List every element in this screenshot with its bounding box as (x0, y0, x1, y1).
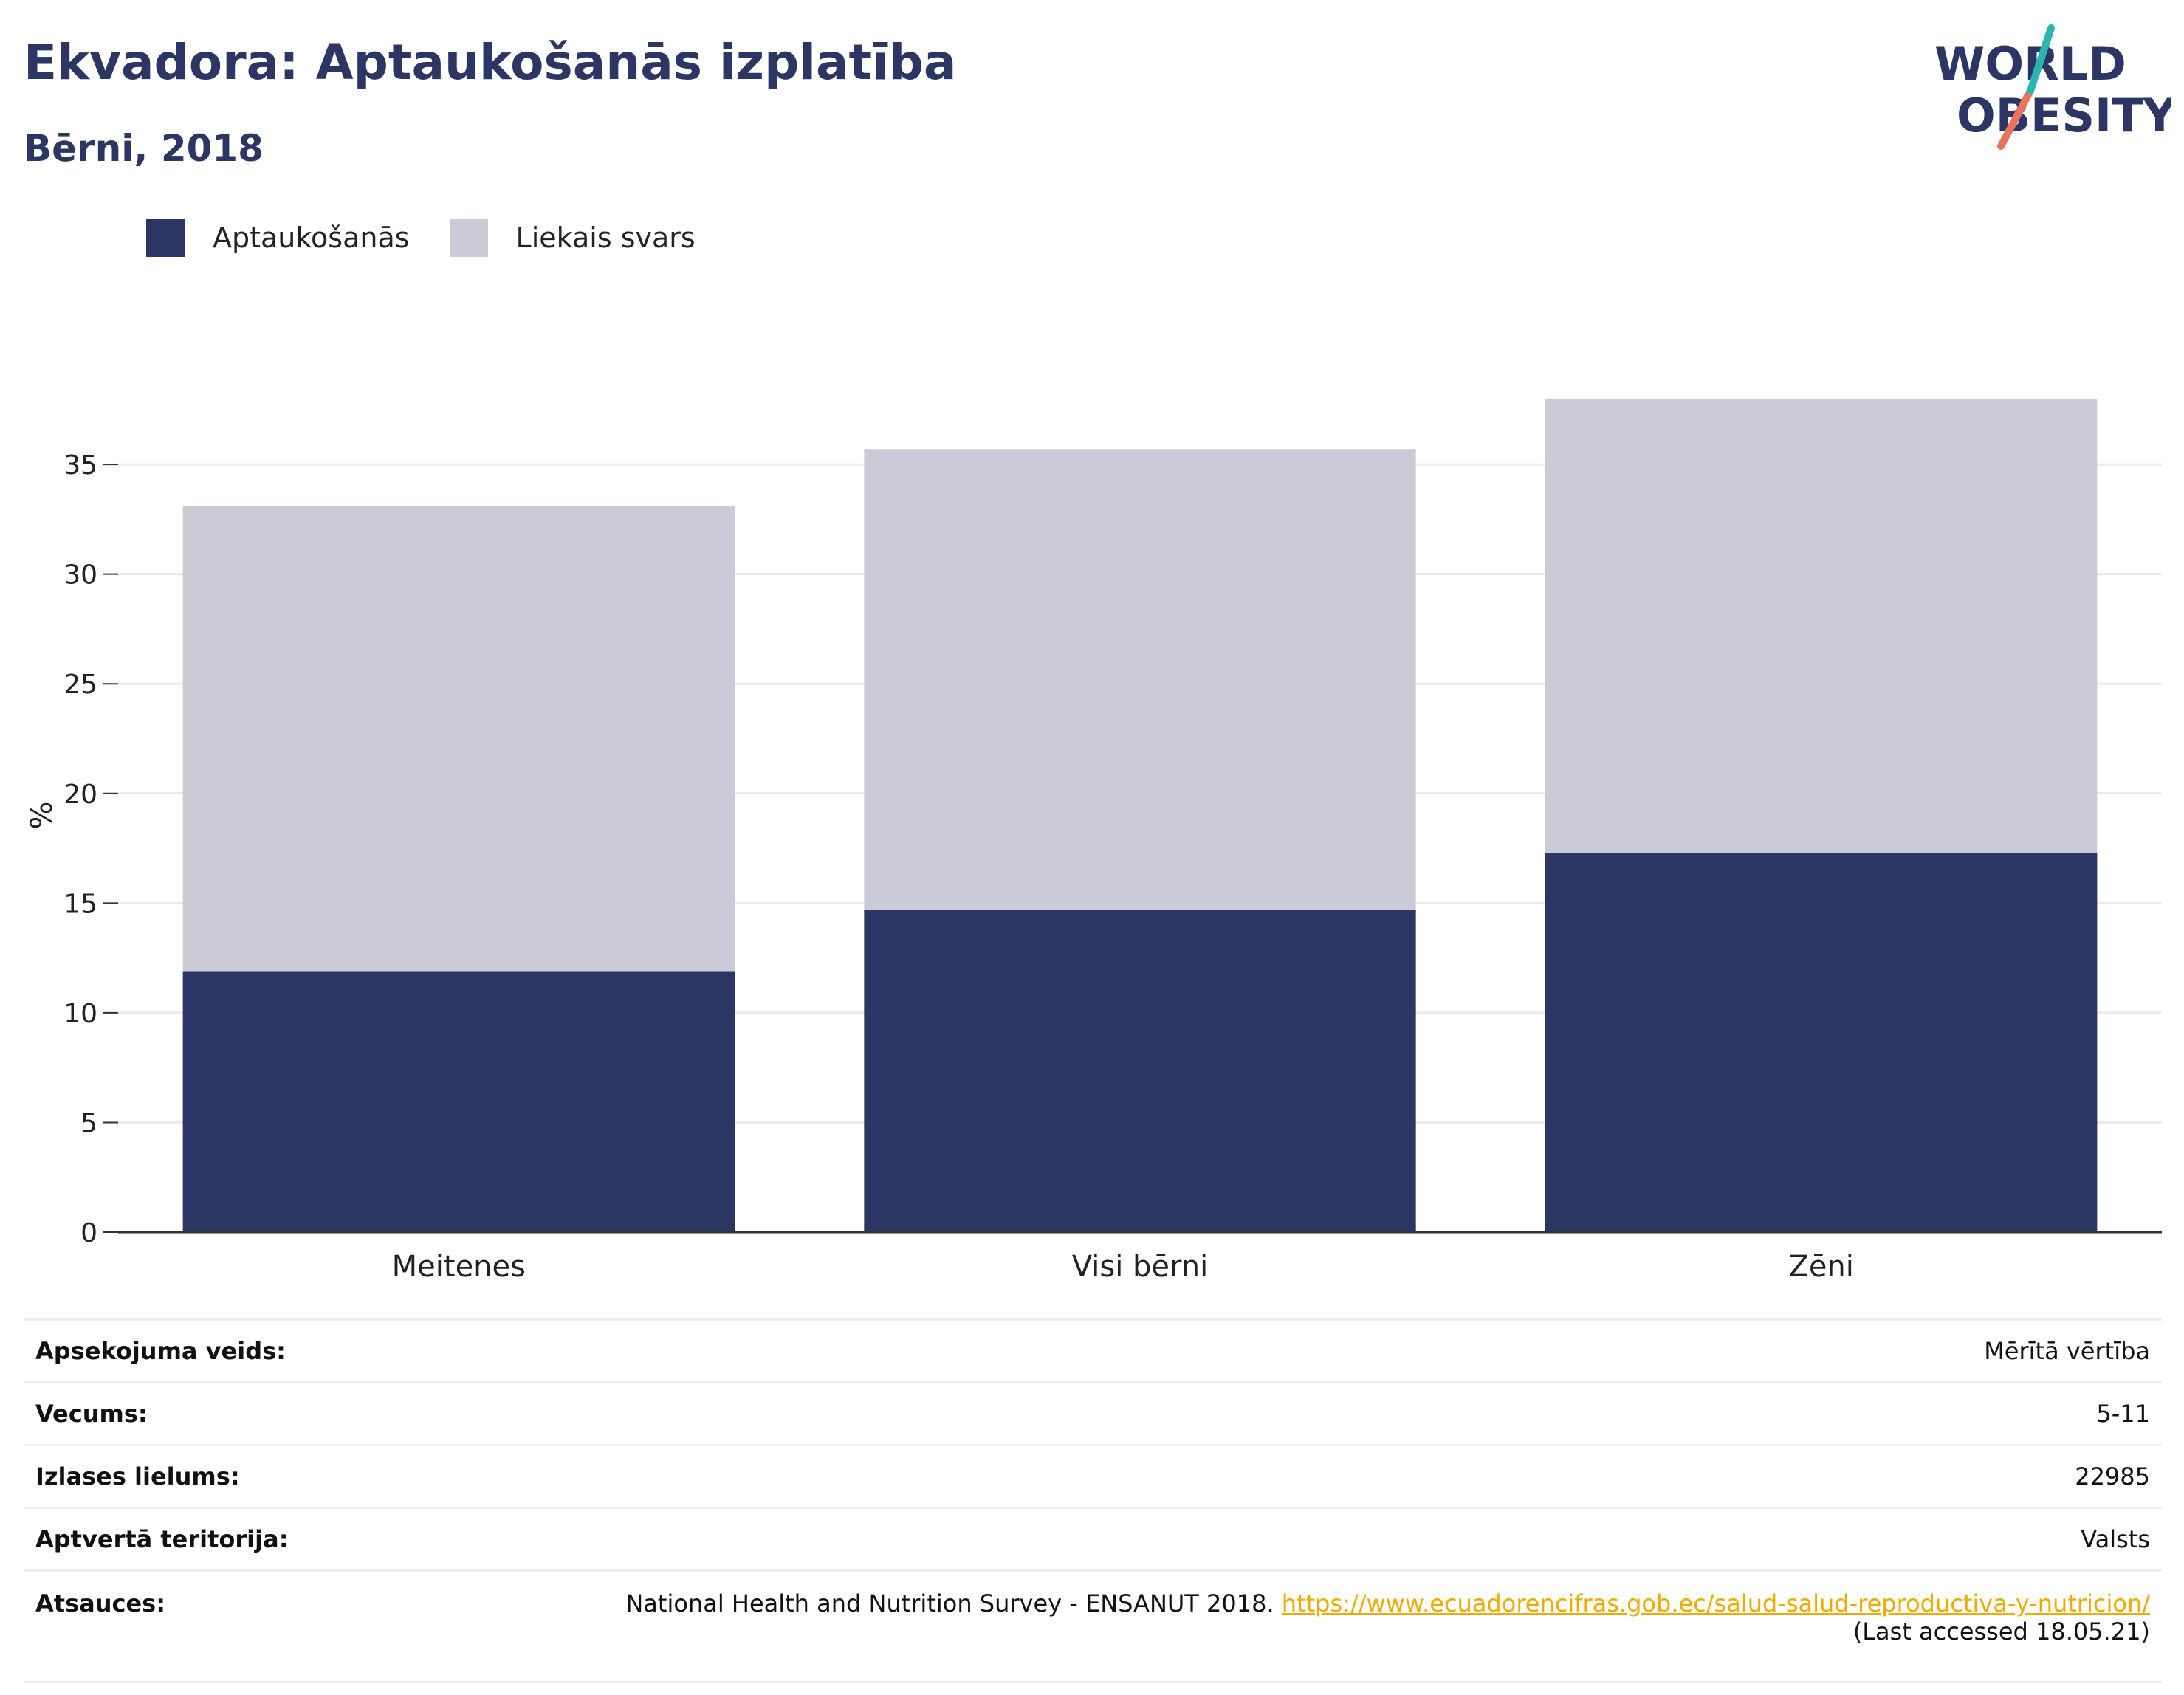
logo-line2: OBESITY (1957, 89, 2171, 142)
meta-row-references: Atsauces: National Health and Nutrition … (24, 1569, 2162, 1683)
chart-title: Ekvadora: Aptaukošanās izplatība (24, 34, 957, 91)
meta-row-coverage: Aptvertā teritorija: Valsts (24, 1507, 2162, 1569)
meta-value: 5-11 (2096, 1400, 2150, 1428)
y-tick-label: 35 (63, 450, 97, 481)
y-tick-label: 0 (80, 1218, 97, 1248)
bar-overweight-0 (182, 506, 735, 972)
bar-obesity-2 (1545, 853, 2098, 1232)
chart-legend: Aptaukošanās Liekais svars (146, 219, 735, 257)
legend-item-overweight[interactable]: Liekais svars (449, 219, 696, 257)
reference-text: National Health and Nutrition Survey - E… (625, 1589, 1274, 1617)
y-axis-label: % (25, 801, 59, 829)
bar-obesity-1 (864, 910, 1416, 1232)
legend-item-obesity[interactable]: Aptaukošanās (146, 219, 410, 257)
bar-overweight-1 (864, 449, 1416, 910)
meta-value: Mērītā vērtība (1984, 1337, 2150, 1365)
x-tick-label: Zēni (1788, 1250, 1853, 1284)
y-tick-label: 20 (63, 780, 97, 810)
stacked-bar-chart: 0 5 10 15 20 25 30 35% Meitenes Visi bērni Zēni (25, 399, 2162, 1284)
y-tick-label: 30 (63, 560, 97, 591)
y-tick-label: 15 (63, 889, 97, 919)
y-tick-label: 10 (63, 999, 97, 1029)
bar-overweight-2 (1545, 399, 2098, 853)
legend-swatch-overweight (449, 219, 488, 257)
x-tick-label: Meitenes (392, 1250, 526, 1284)
chart-subtitle: Bērni, 2018 (24, 127, 264, 170)
meta-row-age: Vecums: 5-11 (24, 1381, 2162, 1444)
meta-value: 22985 (2075, 1462, 2150, 1491)
y-tick-label: 25 (63, 670, 97, 700)
meta-value: Valsts (2081, 1525, 2150, 1553)
meta-row-sample-size: Izlases lielums: 22985 (24, 1444, 2162, 1507)
world-obesity-logo: WORLD OBESITY (1934, 24, 2171, 150)
reference-accessed: (Last accessed 18.05.21) (1852, 1617, 2150, 1646)
meta-row-survey-type: Apsekojuma veids: Mērītā vērtība (24, 1318, 2162, 1381)
x-tick-label: Visi bērni (1072, 1250, 1208, 1284)
logo-slash-coral (1997, 87, 2034, 150)
legend-swatch-obesity (146, 219, 185, 257)
meta-key: Apsekojuma veids: (35, 1337, 286, 1365)
references-value: National Health and Nutrition Survey - E… (625, 1589, 2150, 1646)
meta-key: Atsauces: (35, 1589, 165, 1617)
reference-link[interactable]: https://www.ecuadorencifras.gob.ec/salud… (1281, 1589, 2150, 1617)
logo-slash-teal (2027, 24, 2055, 94)
bar-obesity-0 (182, 971, 735, 1232)
legend-label-obesity: Aptaukošanās (213, 221, 410, 254)
meta-key: Aptvertā teritorija: (35, 1525, 289, 1553)
y-tick-label: 5 (80, 1108, 97, 1138)
meta-key: Vecums: (35, 1400, 148, 1428)
metadata-table: Apsekojuma veids: Mērītā vērtība Vecums:… (24, 1318, 2162, 1683)
meta-key: Izlases lielums: (35, 1462, 240, 1491)
legend-label-overweight: Liekais svars (515, 221, 696, 254)
